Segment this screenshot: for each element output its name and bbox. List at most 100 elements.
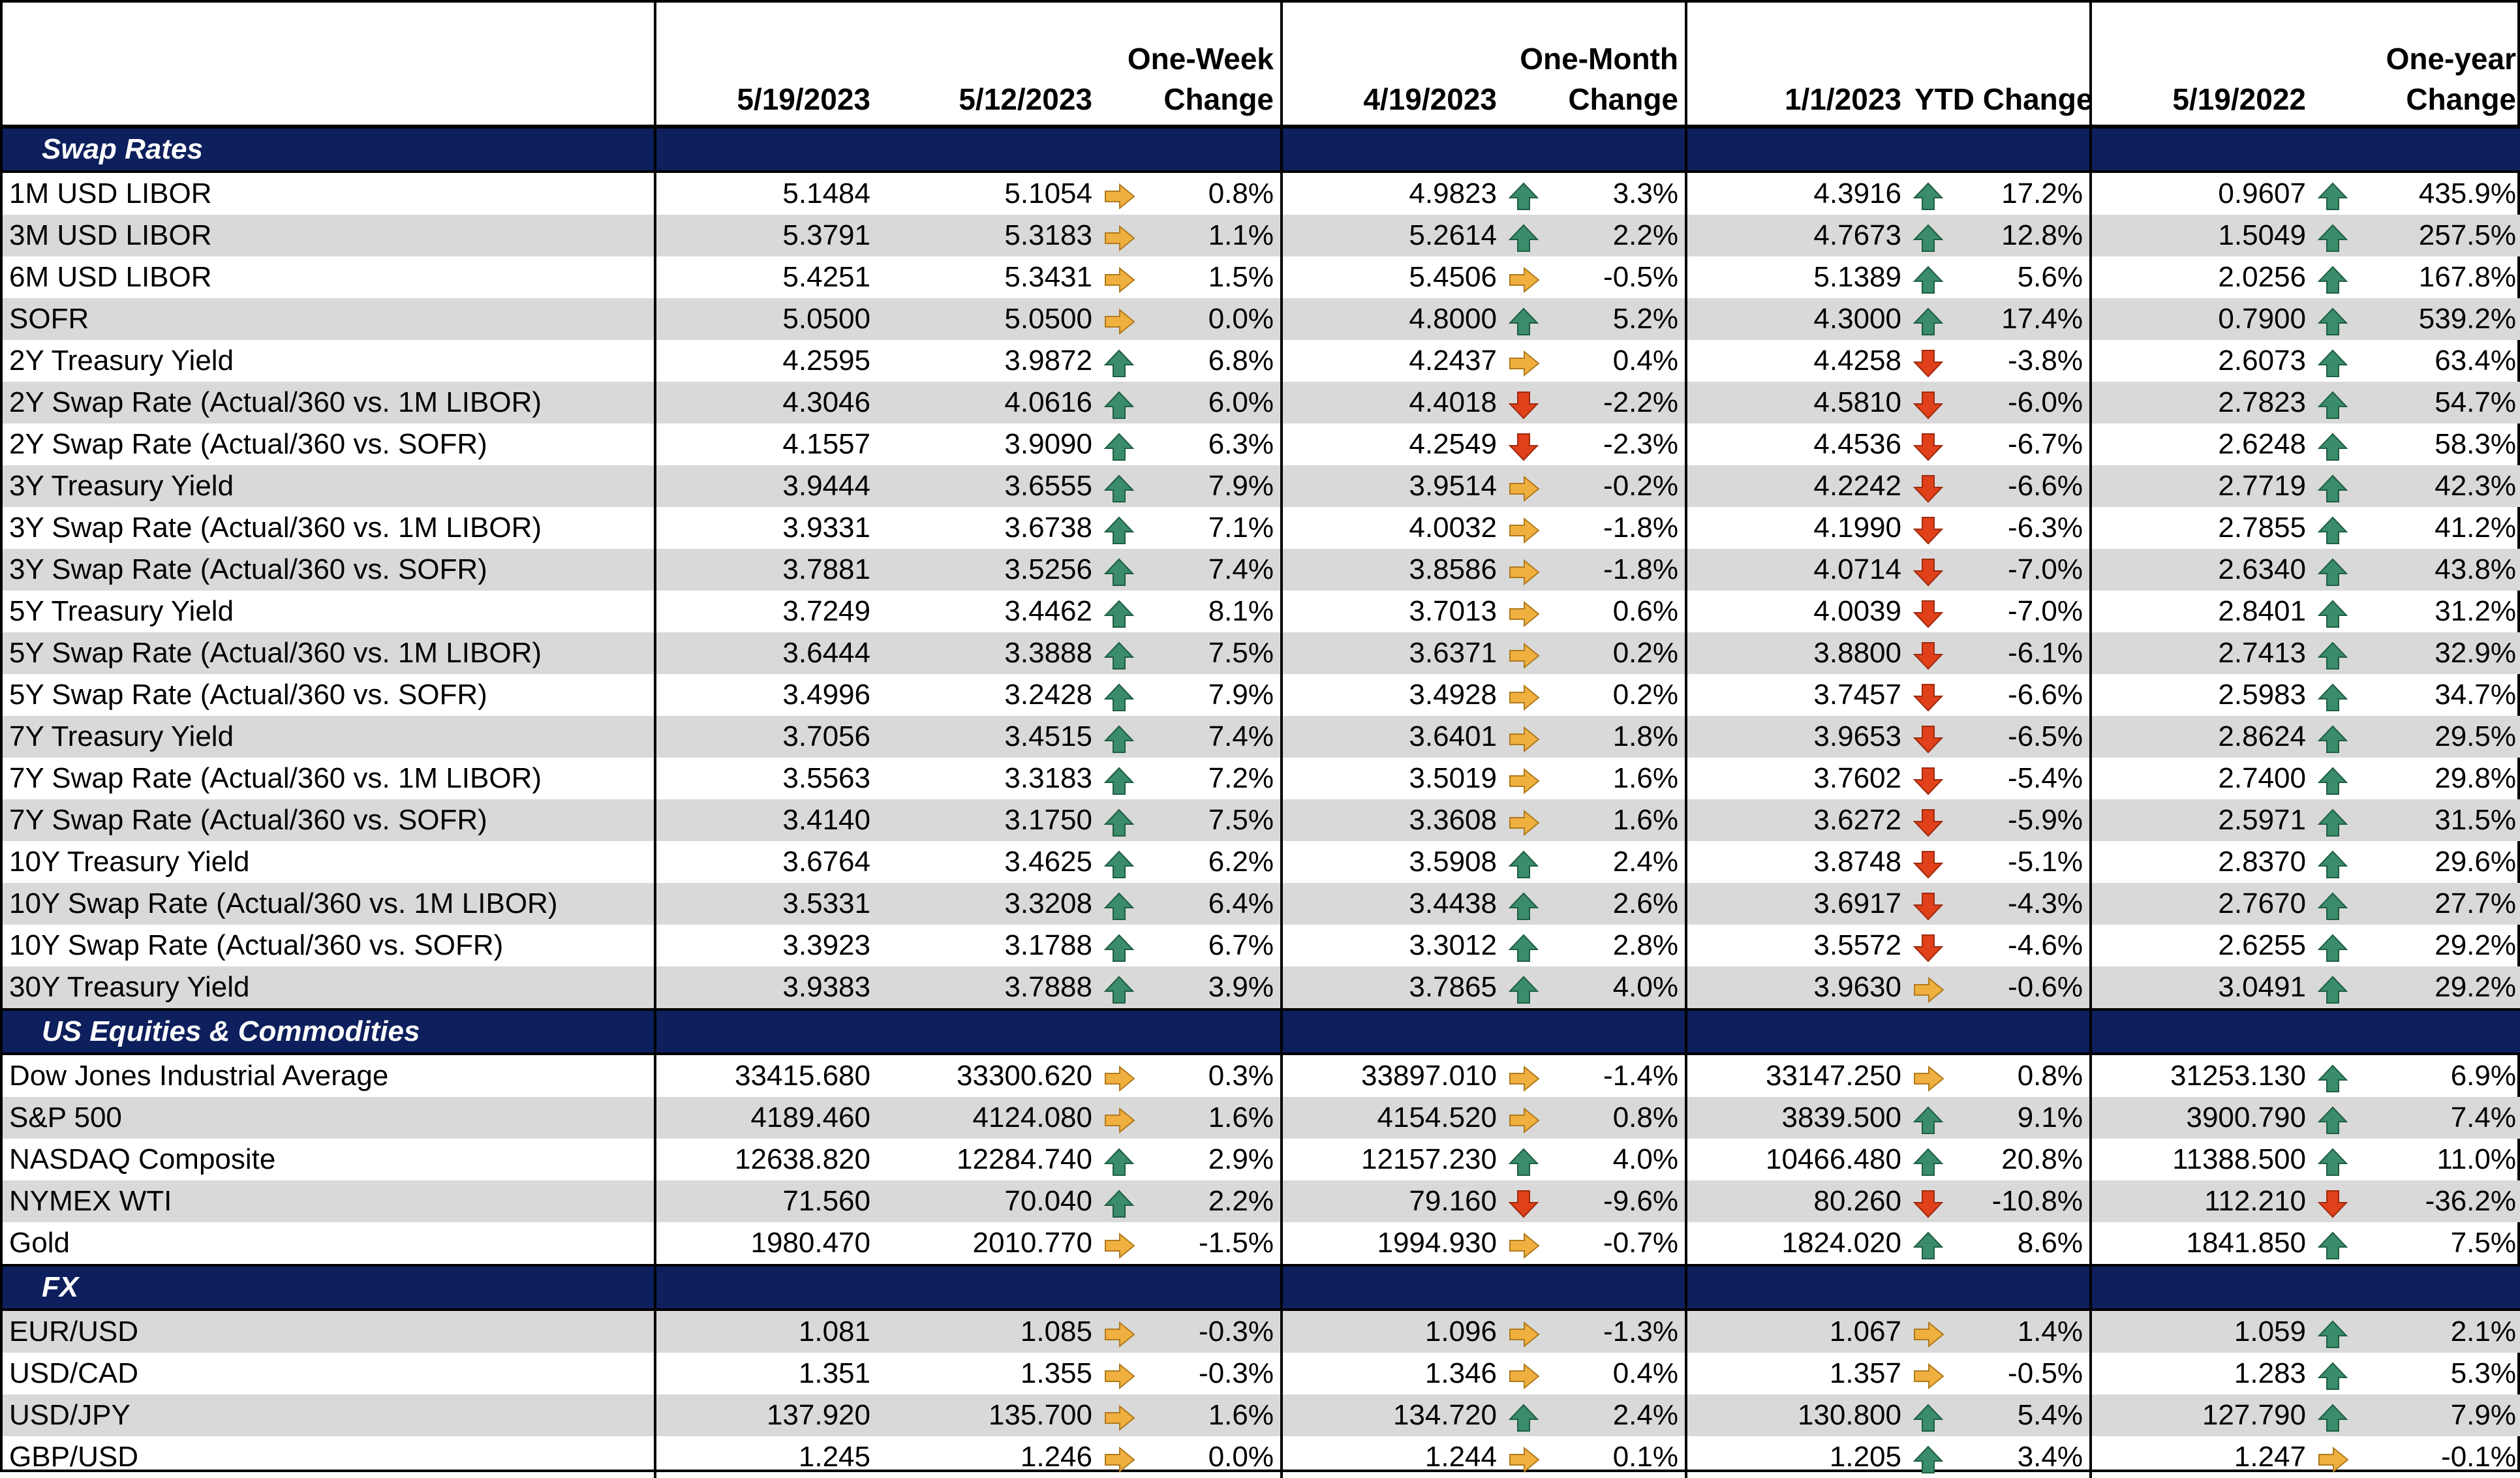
trend-indicator xyxy=(1099,1054,1135,1097)
one-year-change: 29.2% xyxy=(2435,929,2516,961)
value-5-12-2023: 3.4515 xyxy=(877,716,1099,758)
trend-indicator xyxy=(1503,1353,1540,1394)
ytd-change: 1.4% xyxy=(1944,1310,2092,1353)
value-4-19-2023: 3.3012 xyxy=(1409,929,1497,961)
ytd-change: -7.0% xyxy=(1944,591,2092,632)
section-filler xyxy=(2091,125,2520,173)
arrow-up-icon xyxy=(2316,1063,2349,1093)
one-month-change: -0.2% xyxy=(1540,465,1687,507)
one-year-change: 257.5% xyxy=(2349,215,2520,256)
trend-indicator xyxy=(1908,591,1944,632)
header-date-5-12-2023: 5/12/2023 xyxy=(877,3,1099,129)
value-5-12-2023: 3.4625 xyxy=(1004,846,1092,878)
value-1-1-2023: 3.9630 xyxy=(1686,966,1908,1009)
header-date-5-19-2022: 5/19/2022 xyxy=(2091,3,2313,129)
trend-indicator xyxy=(1908,1139,1944,1180)
value-5-12-2023: 5.3431 xyxy=(1004,261,1092,293)
trend-indicator xyxy=(2313,423,2349,465)
table-row: 30Y Treasury Yield 3.9383 3.7888 3.9% 3.7865… xyxy=(3,966,2520,1009)
arrow-right-icon xyxy=(1507,598,1540,628)
arrow-up-icon xyxy=(1103,348,1135,378)
trend-indicator xyxy=(1099,507,1135,549)
one-year-change: -0.1% xyxy=(2441,1441,2516,1473)
trend-indicator xyxy=(2313,172,2349,215)
value-5-19-2022: 3.0491 xyxy=(2091,966,2313,1009)
one-month-change: 2.4% xyxy=(1540,1394,1687,1436)
value-4-19-2023: 4.9823 xyxy=(1409,177,1497,209)
table-row: GBP/USD 1.245 1.246 0.0% 1.244 0.1% 1.205 3.4% 1… xyxy=(3,1436,2520,1478)
arrow-up-icon xyxy=(2316,1402,2349,1432)
trend-indicator xyxy=(1908,215,1944,256)
trend-indicator xyxy=(1503,340,1540,382)
section-filler xyxy=(1686,125,2092,173)
trend-indicator xyxy=(1099,1139,1135,1180)
value-5-12-2023: 3.9872 xyxy=(1004,345,1092,377)
arrow-right-icon xyxy=(1103,1361,1135,1390)
trend-indicator xyxy=(1099,591,1135,632)
value-5-19-2022: 2.6248 xyxy=(2218,428,2306,460)
value-5-19-2023: 3.7056 xyxy=(655,716,877,758)
one-week-change: 6.0% xyxy=(1135,382,1283,423)
trend-indicator xyxy=(1099,966,1135,1009)
trend-indicator xyxy=(1099,1436,1135,1478)
section-filler xyxy=(1686,1008,2092,1055)
value-5-12-2023: 3.1788 xyxy=(1004,929,1092,961)
one-week-change: 3.9% xyxy=(1135,966,1283,1009)
trend-indicator xyxy=(1503,549,1540,591)
value-5-12-2023: 3.5256 xyxy=(877,549,1099,591)
table-row: 7Y Treasury Yield 3.7056 3.4515 7.4% 3.6401 1… xyxy=(3,716,2520,758)
value-5-19-2022: 2.6340 xyxy=(2091,549,2313,591)
value-5-19-2023: 3.4140 xyxy=(655,799,877,841)
row-label: USD/CAD xyxy=(3,1353,656,1394)
arrow-up-icon xyxy=(2316,1230,2349,1260)
value-1-1-2023: 4.4258 xyxy=(1813,345,1901,377)
value-4-19-2023: 4.8000 xyxy=(1282,298,1503,340)
trend-indicator xyxy=(1908,1222,1944,1265)
value-5-19-2023: 5.3791 xyxy=(655,215,877,256)
arrow-up-icon xyxy=(2316,765,2349,795)
arrow-right-icon xyxy=(1103,223,1135,252)
arrow-up-icon xyxy=(1103,807,1135,837)
trend-indicator xyxy=(2313,1097,2349,1139)
arrow-right-icon xyxy=(1507,682,1540,711)
arrow-down-icon xyxy=(1912,682,1944,712)
arrow-right-icon xyxy=(1103,1230,1135,1259)
row-label: Dow Jones Industrial Average xyxy=(3,1054,656,1097)
value-5-19-2022: 0.7900 xyxy=(2091,298,2313,340)
table-body: Swap Rates 1M USD LIBOR 5.1484 5.1054 0.8% 4.… xyxy=(3,125,2520,1478)
one-month-change: -1.3% xyxy=(1540,1310,1687,1353)
header-one-week-change: One-Week Change xyxy=(1099,3,1283,129)
trend-indicator xyxy=(1099,841,1135,883)
one-week-change: 2.9% xyxy=(1135,1139,1283,1180)
row-label: Gold xyxy=(3,1222,656,1265)
arrow-down-icon xyxy=(1912,515,1944,545)
arrow-up-icon xyxy=(1912,1402,1944,1432)
one-week-change: 8.1% xyxy=(1135,591,1283,632)
arrow-down-icon xyxy=(1912,849,1944,879)
arrow-up-icon xyxy=(2316,264,2349,294)
value-5-19-2023: 4189.460 xyxy=(655,1097,877,1139)
arrow-right-icon xyxy=(1912,1063,1944,1092)
section-header-row: FX xyxy=(3,1264,2520,1311)
ytd-change: -6.7% xyxy=(1944,423,2092,465)
trend-indicator xyxy=(1503,256,1540,298)
arrow-down-icon xyxy=(1912,724,1944,754)
row-label: 7Y Swap Rate (Actual/360 vs. 1M LIBOR) xyxy=(3,758,656,799)
ytd-change: -6.0% xyxy=(1944,382,2092,423)
row-label: NASDAQ Composite xyxy=(3,1139,656,1180)
table-row: 2Y Swap Rate (Actual/360 vs. SOFR) 4.1557… xyxy=(3,423,2520,465)
trend-indicator xyxy=(1503,1222,1540,1265)
trend-indicator xyxy=(1908,382,1944,423)
arrow-right-icon xyxy=(1103,1063,1135,1092)
value-5-19-2022: 2.7719 xyxy=(2091,465,2313,507)
value-5-12-2023: 5.3183 xyxy=(877,215,1099,256)
trend-indicator xyxy=(1099,674,1135,716)
trend-indicator xyxy=(1503,841,1540,883)
value-1-1-2023: 4.3916 xyxy=(1813,177,1901,209)
value-5-19-2022: 127.790 xyxy=(2091,1394,2313,1436)
value-5-12-2023: 33300.620 xyxy=(957,1060,1092,1092)
trend-indicator xyxy=(1099,382,1135,423)
section-filler xyxy=(655,125,877,173)
one-year-change: 2.1% xyxy=(2349,1310,2520,1353)
arrow-up-icon xyxy=(1507,891,1540,921)
